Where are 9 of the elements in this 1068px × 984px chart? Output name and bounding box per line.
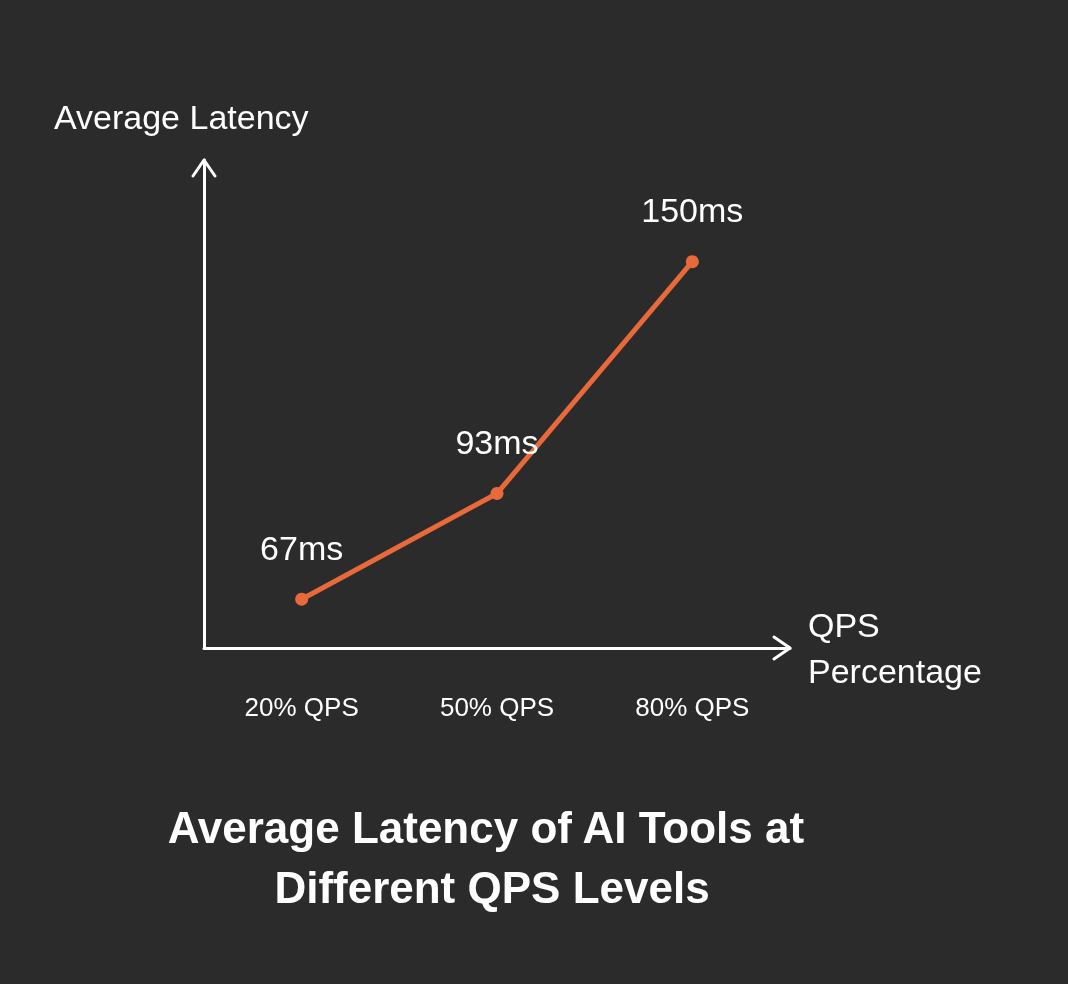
data-label: 93ms: [455, 422, 539, 461]
data-label: 67ms: [260, 528, 344, 567]
text: Average Latency of AI Tools at Different QPS Levels: [167, 802, 817, 912]
x-axis-title: QPS Percentage: [808, 606, 982, 690]
x-tick-label: 80% QPS: [635, 692, 750, 722]
y-axis-title: Average Latency: [54, 98, 309, 136]
x-tick-label: 20% QPS: [244, 692, 359, 722]
data-label: 150ms: [641, 191, 744, 230]
x-tick-label: 50% QPS: [439, 692, 555, 722]
